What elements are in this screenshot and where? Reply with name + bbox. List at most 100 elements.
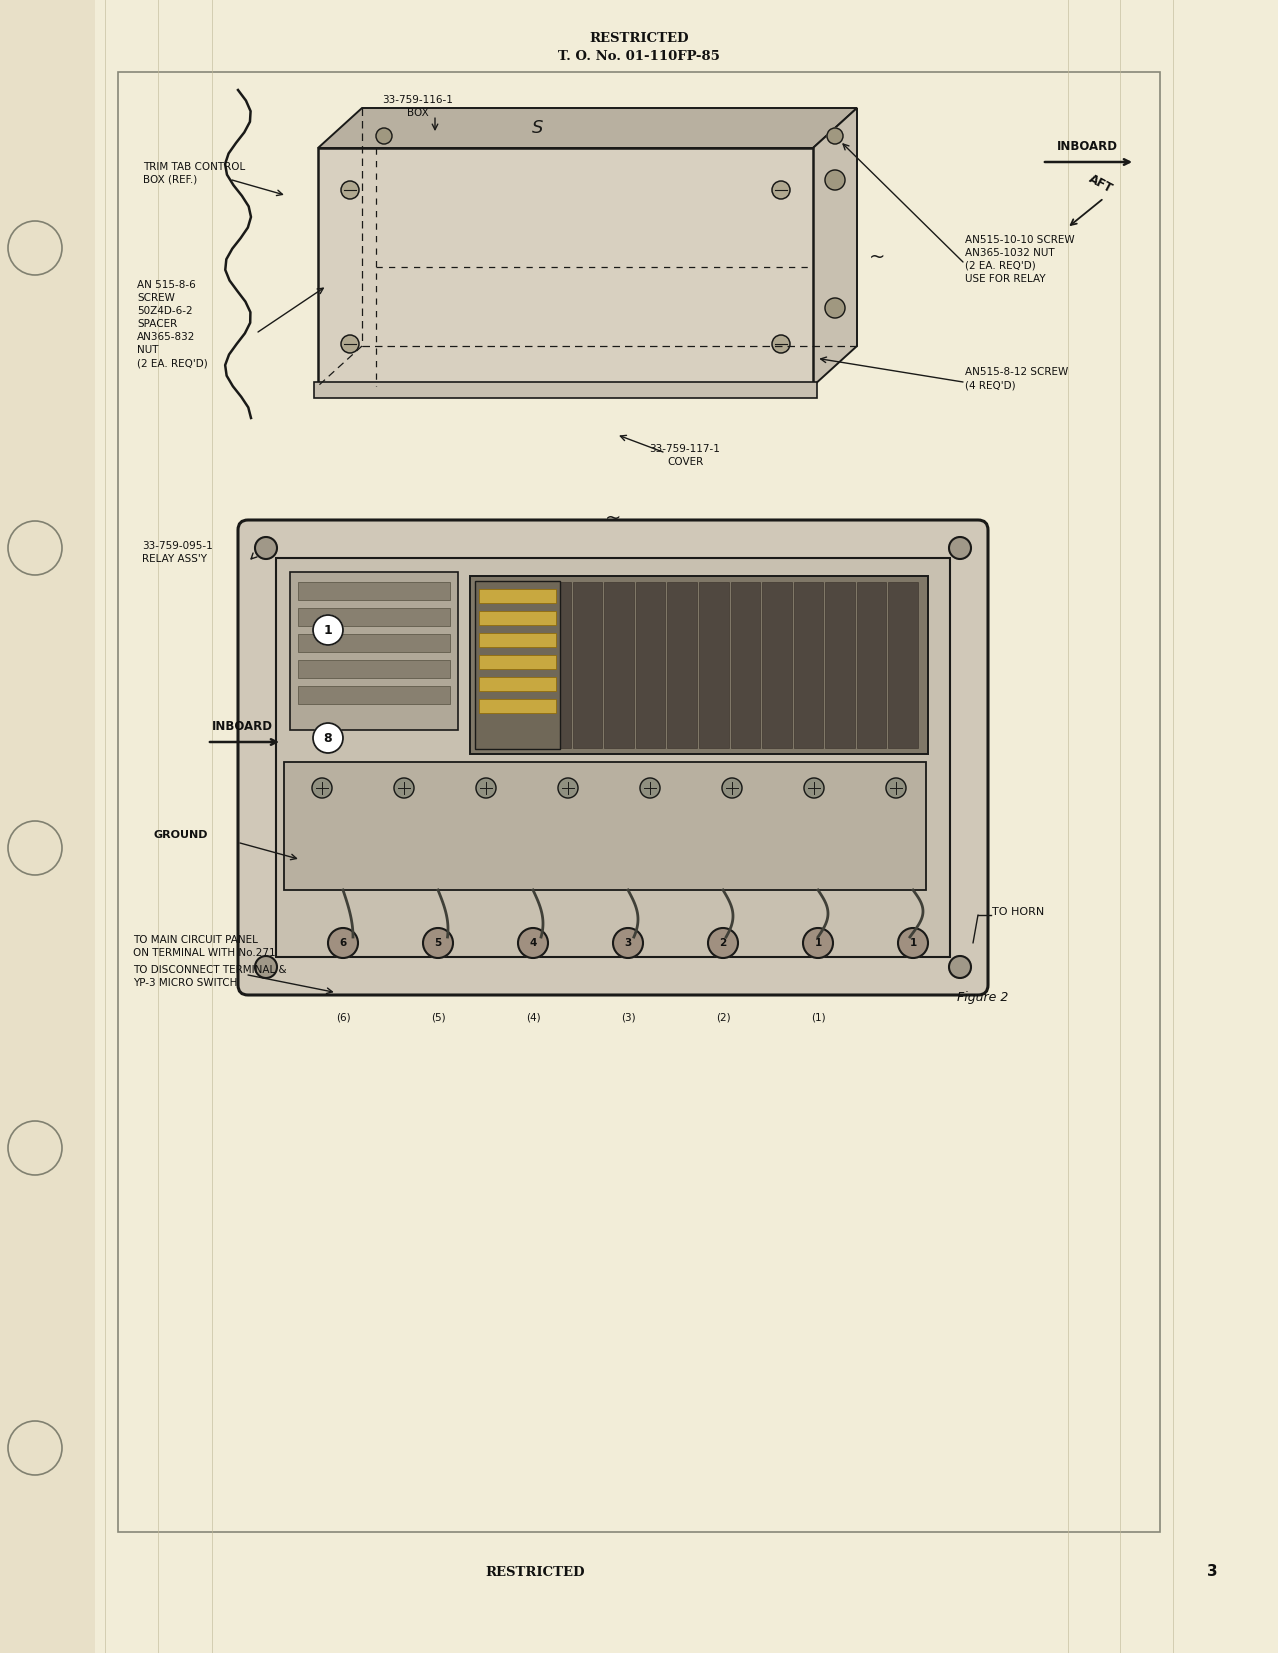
Bar xyxy=(298,608,450,626)
Text: BOX (REF.): BOX (REF.) xyxy=(143,175,197,185)
Text: 6: 6 xyxy=(340,937,346,949)
Bar xyxy=(276,559,950,957)
Circle shape xyxy=(423,927,452,959)
Text: AN 515-8-6: AN 515-8-6 xyxy=(137,279,196,289)
Bar xyxy=(470,575,928,754)
Text: 1: 1 xyxy=(323,623,332,636)
Text: ~: ~ xyxy=(869,248,886,266)
Circle shape xyxy=(8,822,63,874)
Circle shape xyxy=(8,222,63,274)
Bar xyxy=(475,580,560,749)
Circle shape xyxy=(804,779,824,798)
Circle shape xyxy=(826,170,845,190)
Circle shape xyxy=(722,779,743,798)
Bar xyxy=(479,699,556,712)
Circle shape xyxy=(886,779,906,798)
Bar xyxy=(541,582,571,749)
Bar xyxy=(510,582,539,749)
Circle shape xyxy=(898,927,928,959)
Polygon shape xyxy=(813,107,858,387)
Text: (6): (6) xyxy=(336,1012,350,1022)
Circle shape xyxy=(772,336,790,354)
Text: (5): (5) xyxy=(431,1012,445,1022)
Bar xyxy=(298,635,450,651)
Circle shape xyxy=(772,180,790,198)
Bar xyxy=(314,382,817,398)
Text: AFT: AFT xyxy=(1088,172,1116,197)
Text: 50Z4D-6-2: 50Z4D-6-2 xyxy=(137,306,193,316)
Text: (1): (1) xyxy=(810,1012,826,1022)
Text: BOX: BOX xyxy=(408,107,429,117)
Bar xyxy=(479,655,556,669)
Text: YP-3 MICRO SWITCH: YP-3 MICRO SWITCH xyxy=(133,979,238,988)
Circle shape xyxy=(803,927,833,959)
Text: SPACER: SPACER xyxy=(137,319,178,329)
Text: Figure 2: Figure 2 xyxy=(957,990,1008,1003)
Text: SCREW: SCREW xyxy=(137,293,175,302)
Circle shape xyxy=(256,955,277,979)
Circle shape xyxy=(950,537,971,559)
Text: TO DISCONNECT TERMINAL &: TO DISCONNECT TERMINAL & xyxy=(133,965,286,975)
Text: 1: 1 xyxy=(814,937,822,949)
Bar xyxy=(667,582,697,749)
Circle shape xyxy=(558,779,578,798)
Text: (2): (2) xyxy=(716,1012,730,1022)
Bar xyxy=(479,588,556,603)
Bar xyxy=(118,73,1160,1532)
Circle shape xyxy=(313,722,343,754)
Circle shape xyxy=(518,927,548,959)
Circle shape xyxy=(313,615,343,645)
Text: USE FOR RELAY: USE FOR RELAY xyxy=(965,274,1045,284)
Circle shape xyxy=(708,927,737,959)
Bar xyxy=(290,572,458,731)
Bar xyxy=(479,612,556,625)
Text: AN365-1032 NUT: AN365-1032 NUT xyxy=(965,248,1054,258)
Bar xyxy=(573,582,602,749)
Circle shape xyxy=(341,180,359,198)
Text: (4 REQ'D): (4 REQ'D) xyxy=(965,380,1016,390)
Circle shape xyxy=(394,779,414,798)
Bar xyxy=(298,686,450,704)
Bar xyxy=(888,582,918,749)
Circle shape xyxy=(312,779,332,798)
Circle shape xyxy=(256,537,277,559)
Text: GROUND: GROUND xyxy=(155,830,208,840)
Bar xyxy=(604,582,634,749)
Text: 33-759-117-1: 33-759-117-1 xyxy=(649,445,721,455)
Circle shape xyxy=(827,127,843,144)
Text: RELAY ASS'Y: RELAY ASS'Y xyxy=(142,554,207,564)
Text: 8: 8 xyxy=(323,732,332,744)
Circle shape xyxy=(950,955,971,979)
Text: 3: 3 xyxy=(1206,1564,1218,1580)
Bar xyxy=(794,582,823,749)
Bar xyxy=(284,762,927,889)
Circle shape xyxy=(8,1121,63,1175)
Bar xyxy=(298,660,450,678)
Text: S: S xyxy=(532,119,543,137)
Text: 3: 3 xyxy=(625,937,631,949)
Circle shape xyxy=(8,521,63,575)
Circle shape xyxy=(328,927,358,959)
Bar xyxy=(731,582,760,749)
Bar xyxy=(636,582,666,749)
Text: INBOARD: INBOARD xyxy=(212,721,273,732)
Text: INBOARD: INBOARD xyxy=(1057,141,1117,154)
Bar xyxy=(479,678,556,691)
Bar xyxy=(826,582,855,749)
Text: COVER: COVER xyxy=(667,456,703,468)
Circle shape xyxy=(376,127,392,144)
Bar xyxy=(762,582,791,749)
Text: ON TERMINAL WITH No.271: ON TERMINAL WITH No.271 xyxy=(133,949,276,959)
Text: (4): (4) xyxy=(525,1012,541,1022)
Circle shape xyxy=(341,336,359,354)
Bar xyxy=(478,582,507,749)
Polygon shape xyxy=(318,149,813,387)
Polygon shape xyxy=(318,107,858,149)
Text: TO HORN: TO HORN xyxy=(992,907,1044,917)
Bar xyxy=(856,582,887,749)
Text: T. O. No. 01-110FP-85: T. O. No. 01-110FP-85 xyxy=(558,51,720,63)
Circle shape xyxy=(826,298,845,317)
Text: (2 EA. REQ'D): (2 EA. REQ'D) xyxy=(137,359,208,369)
Text: TRIM TAB CONTROL: TRIM TAB CONTROL xyxy=(143,162,245,172)
FancyBboxPatch shape xyxy=(238,521,988,995)
